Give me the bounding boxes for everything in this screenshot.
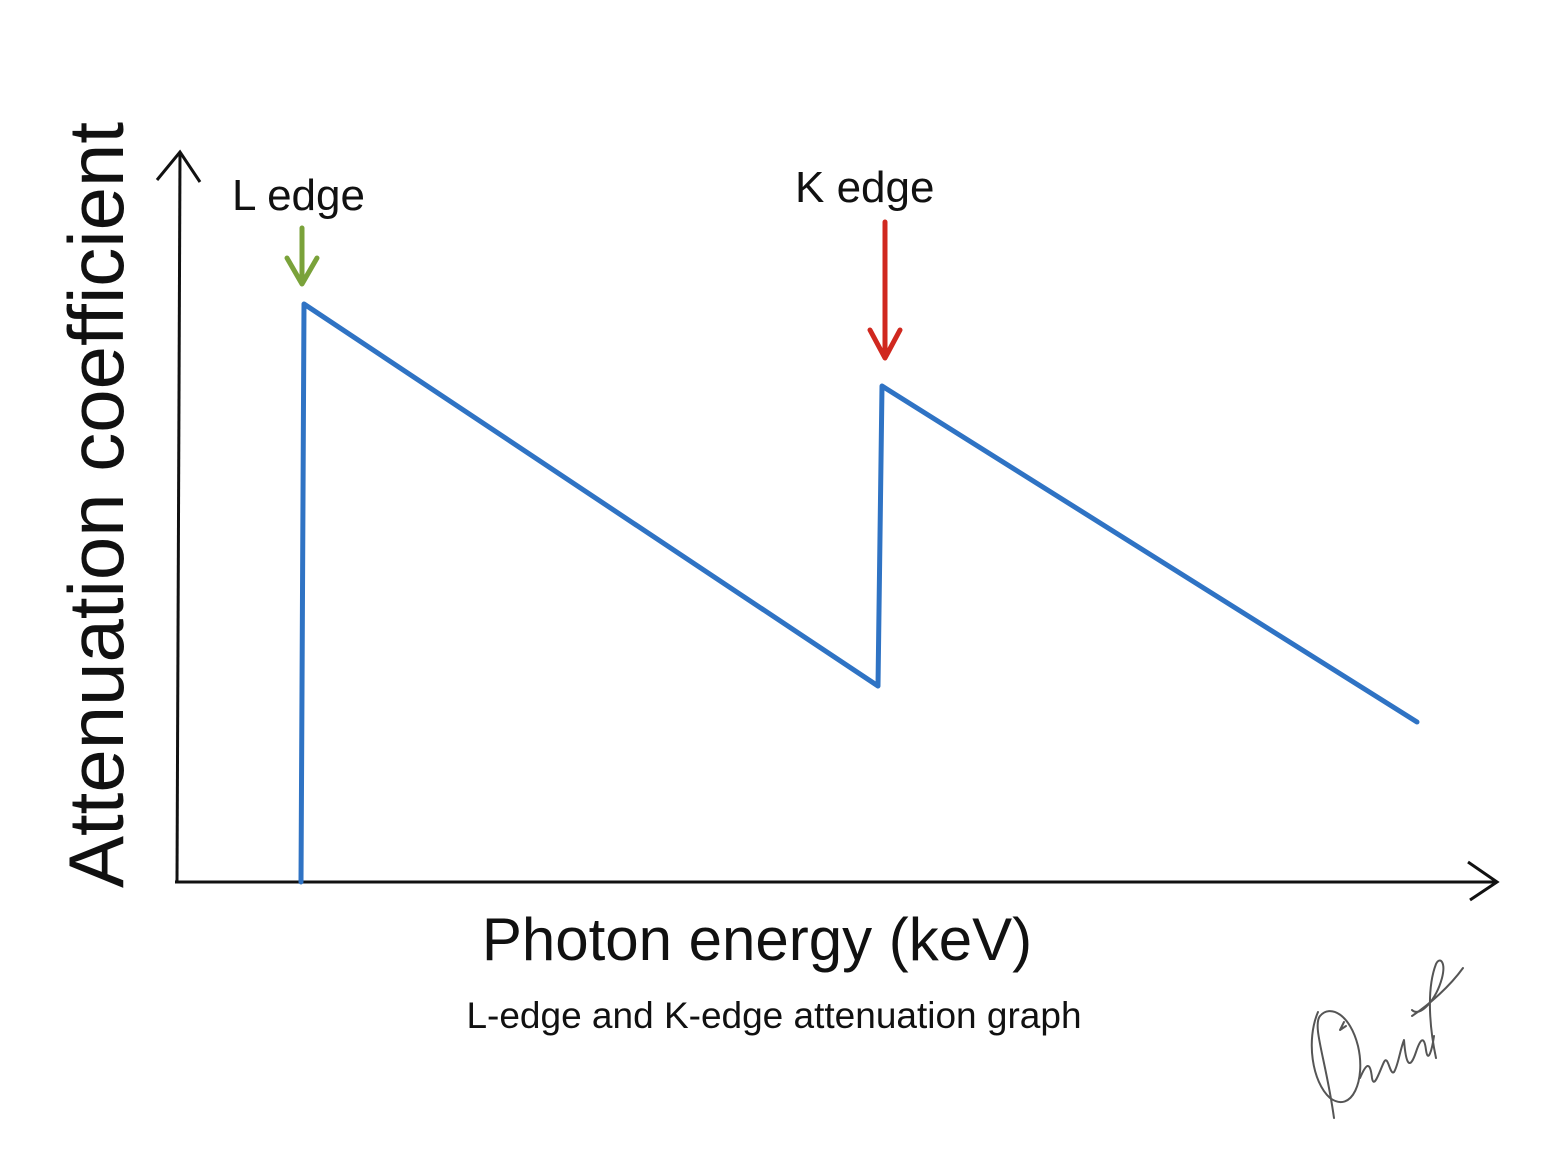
y-axis xyxy=(155,149,202,883)
y-axis-line xyxy=(175,151,182,883)
l-edge-arrow-head xyxy=(284,255,320,287)
figure-caption: L-edge and K-edge attenuation graph xyxy=(466,995,1081,1036)
l-edge-arrow xyxy=(284,225,320,287)
x-axis-label: Photon energy (keV) xyxy=(482,906,1032,973)
k-edge-arrow xyxy=(867,219,903,361)
k-edge-label: K edge xyxy=(795,163,934,212)
y-axis-arrowhead xyxy=(155,149,202,183)
x-axis xyxy=(175,860,1500,902)
l-edge-label: L edge xyxy=(232,171,365,220)
signature xyxy=(1310,959,1464,1119)
attenuation-curve xyxy=(298,301,1420,885)
x-axis-arrowhead xyxy=(1467,860,1500,902)
k-edge-arrow-head xyxy=(867,327,903,361)
y-axis-label: Attenuation coefficient xyxy=(52,122,140,888)
